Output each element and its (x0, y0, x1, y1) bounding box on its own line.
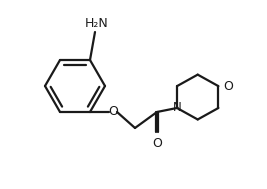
Text: N: N (173, 101, 181, 115)
Text: H₂N: H₂N (85, 17, 109, 30)
Text: O: O (152, 137, 162, 150)
Text: O: O (223, 80, 233, 93)
Text: O: O (108, 105, 118, 119)
